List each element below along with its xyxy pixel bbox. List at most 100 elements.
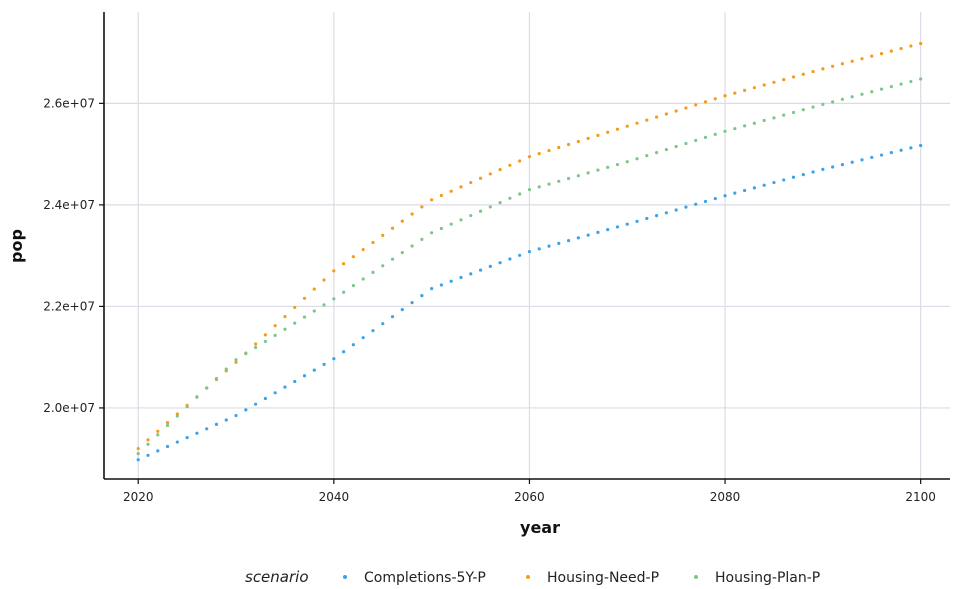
data-point bbox=[919, 41, 923, 46]
data-point bbox=[752, 86, 756, 90]
data-point bbox=[390, 226, 395, 230]
data-point bbox=[136, 452, 140, 456]
data-point bbox=[430, 231, 434, 235]
y-axis-title: pop bbox=[7, 229, 26, 263]
data-point bbox=[400, 219, 404, 223]
data-point bbox=[791, 175, 796, 179]
data-point bbox=[840, 97, 845, 101]
data-point bbox=[537, 185, 541, 189]
data-point bbox=[713, 197, 717, 201]
data-point bbox=[713, 97, 717, 101]
data-point bbox=[351, 255, 355, 259]
data-point bbox=[527, 188, 532, 192]
legend-label: Housing-Need-P bbox=[547, 570, 659, 586]
data-point bbox=[146, 438, 150, 442]
data-points bbox=[136, 41, 923, 462]
data-point bbox=[635, 157, 639, 161]
data-point bbox=[410, 244, 414, 248]
data-point bbox=[743, 188, 747, 193]
data-point bbox=[899, 148, 903, 152]
data-point bbox=[596, 133, 600, 137]
data-point bbox=[625, 124, 629, 128]
data-point bbox=[674, 144, 678, 149]
series-housing-need-p bbox=[136, 41, 923, 451]
data-point bbox=[390, 315, 395, 319]
data-point bbox=[351, 343, 355, 347]
data-point bbox=[449, 222, 453, 226]
data-point bbox=[527, 249, 532, 254]
data-point bbox=[811, 170, 815, 174]
data-point bbox=[635, 121, 639, 125]
data-point bbox=[684, 205, 688, 209]
data-point bbox=[586, 233, 590, 237]
data-point bbox=[293, 379, 297, 384]
data-point bbox=[615, 127, 620, 131]
data-point bbox=[342, 262, 346, 266]
data-point bbox=[449, 189, 453, 193]
data-point bbox=[469, 272, 473, 276]
x-tick-label: 2060 bbox=[514, 490, 545, 504]
data-point bbox=[557, 145, 561, 150]
data-point bbox=[165, 423, 170, 428]
data-point bbox=[566, 142, 571, 147]
y-tick-label: 2.4e+07 bbox=[43, 198, 95, 212]
data-point bbox=[312, 309, 316, 313]
data-point bbox=[850, 59, 854, 63]
data-point bbox=[733, 191, 737, 195]
data-point bbox=[420, 205, 424, 209]
data-point bbox=[899, 82, 903, 86]
data-point bbox=[840, 162, 845, 167]
data-point bbox=[870, 90, 874, 94]
data-point bbox=[850, 95, 854, 99]
data-point bbox=[205, 386, 209, 390]
data-point bbox=[420, 294, 424, 298]
data-point bbox=[342, 350, 346, 354]
legend-title: scenario bbox=[245, 568, 309, 586]
data-point bbox=[547, 244, 551, 248]
data-point bbox=[674, 109, 678, 113]
data-point bbox=[439, 283, 444, 287]
data-point bbox=[782, 78, 786, 82]
data-point bbox=[410, 212, 414, 216]
legend-key bbox=[343, 575, 347, 579]
data-point bbox=[371, 329, 375, 333]
data-point bbox=[752, 186, 756, 190]
data-point bbox=[488, 205, 492, 209]
x-tick-label: 2020 bbox=[123, 490, 154, 504]
data-point bbox=[185, 405, 189, 409]
data-point bbox=[909, 79, 913, 84]
data-point bbox=[811, 69, 815, 74]
data-point bbox=[293, 305, 297, 310]
data-point bbox=[351, 284, 355, 288]
data-point bbox=[332, 297, 336, 301]
data-point bbox=[664, 112, 668, 116]
data-point bbox=[909, 146, 913, 150]
data-point bbox=[782, 113, 786, 117]
data-point bbox=[205, 427, 209, 431]
data-point bbox=[165, 421, 170, 425]
data-point bbox=[576, 174, 580, 178]
data-point bbox=[527, 155, 532, 159]
data-point bbox=[615, 225, 620, 229]
data-point bbox=[400, 251, 404, 255]
data-point bbox=[332, 357, 336, 361]
data-point bbox=[165, 444, 170, 449]
data-point bbox=[557, 179, 561, 183]
data-point bbox=[381, 233, 385, 237]
data-point bbox=[860, 158, 864, 162]
series-completions-5y-p bbox=[136, 143, 923, 462]
data-point bbox=[831, 165, 835, 169]
data-point bbox=[224, 367, 228, 371]
x-tick-label: 2040 bbox=[319, 490, 350, 504]
data-point bbox=[576, 236, 580, 240]
data-point bbox=[743, 124, 747, 128]
legend-key bbox=[526, 575, 530, 579]
data-point bbox=[449, 279, 453, 283]
data-point bbox=[860, 92, 864, 96]
data-point bbox=[557, 241, 561, 245]
data-point bbox=[508, 196, 512, 200]
data-point bbox=[263, 333, 267, 337]
data-point bbox=[439, 226, 444, 231]
data-point bbox=[214, 422, 219, 426]
